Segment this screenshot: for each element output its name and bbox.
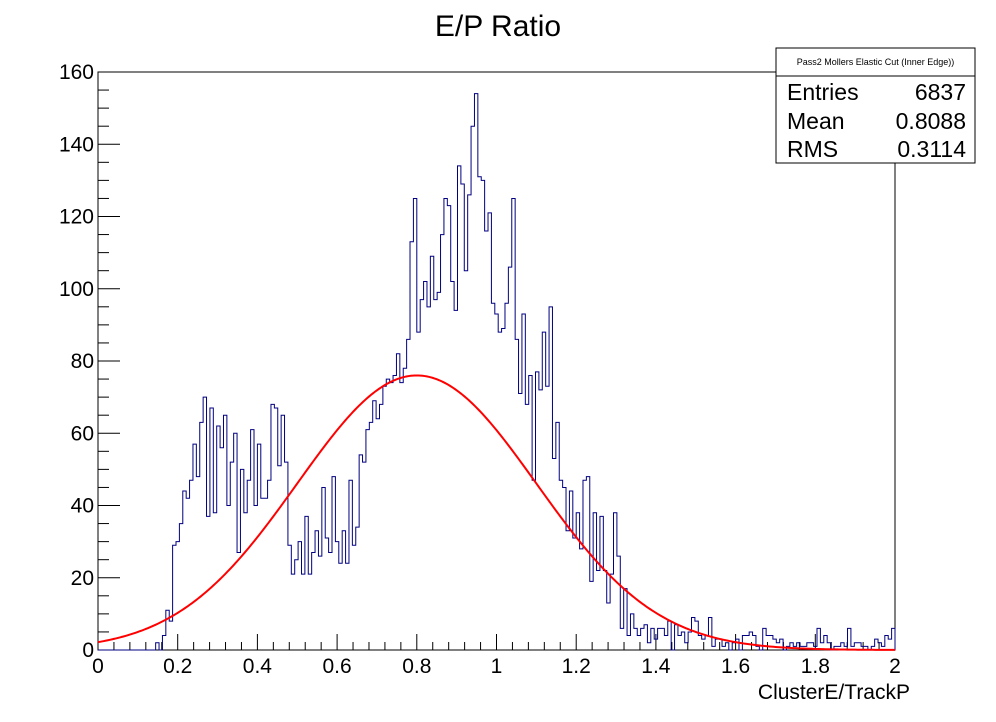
y-tick-label: 40 [71,495,94,518]
stats-box: Pass2 Mollers Elastic Cut (Inner Edge)) … [775,47,976,164]
x-tick-label: 1.4 [641,655,671,678]
chart-title: E/P Ratio [435,10,561,43]
y-tick-label: 160 [59,61,94,84]
y-tick-label: 120 [59,206,94,229]
stats-mean-value: 0.8088 [896,108,966,134]
histogram-series [98,93,896,651]
x-tick-label: 1 [491,655,503,678]
y-tick-label: 20 [71,567,94,590]
x-axis: 0 0.2 0.4 0.6 0.8 1 1.2 1.4 1.6 1.8 2 [92,634,901,678]
y-tick-label: 80 [71,350,94,373]
y-tick-label: 0 [82,639,94,662]
x-tick-label: 1.6 [721,655,750,678]
stats-box-frame [775,47,976,164]
stats-entries-value: 6837 [915,79,966,105]
x-tick-label: 1.2 [562,655,591,678]
gaussian-fit-curve [97,374,896,651]
y-tick-label: 100 [59,278,94,301]
stats-box-title: Pass2 Mollers Elastic Cut (Inner Edge)) [797,57,955,67]
x-axis-label: ClusterE/TrackP [758,681,910,704]
x-tick-label: 1.8 [801,655,830,678]
stats-entries-label: Entries [787,79,859,105]
y-tick-label: 60 [71,422,94,445]
x-tick-label: 0.8 [402,655,431,678]
y-tick-label: 140 [59,133,94,156]
x-tick-label: 0 [92,655,104,678]
stats-rms-label: RMS [787,136,838,162]
stats-mean-label: Mean [787,108,845,134]
x-tick-label: 0.4 [243,655,273,678]
x-tick-label: 2 [889,655,901,678]
stats-rms-value: 0.3114 [897,136,966,162]
y-axis: 0 20 40 60 80 100 120 140 160 [59,61,120,662]
x-tick-label: 0.6 [322,655,351,678]
x-tick-label: 0.2 [163,655,192,678]
plot-frame [97,71,896,651]
